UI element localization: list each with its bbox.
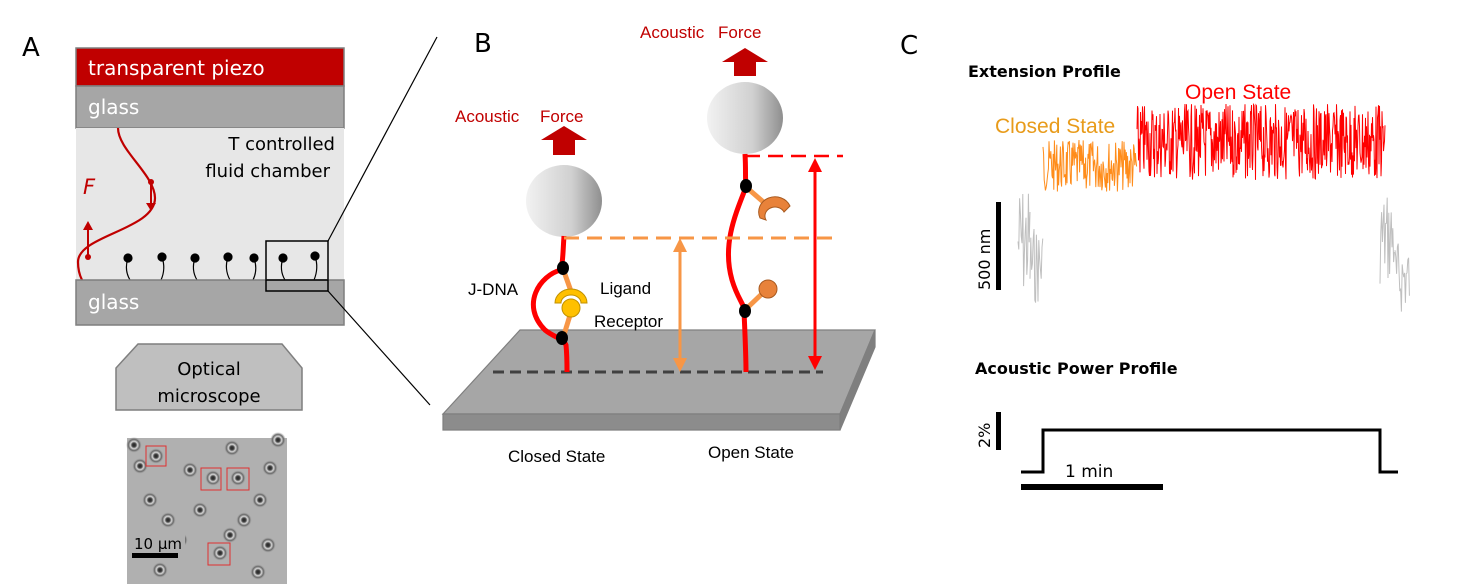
ligand-ball-closed bbox=[561, 298, 581, 318]
glass-top-layer bbox=[75, 85, 345, 129]
power-profile-title: Acoustic Power Profile bbox=[975, 359, 1178, 378]
junction-dot-closed-top bbox=[557, 261, 569, 275]
panel-label-b: B bbox=[474, 29, 492, 59]
power-scalebar bbox=[996, 412, 1001, 450]
surface-platform bbox=[441, 329, 876, 431]
closed-state-caption: Closed State bbox=[508, 447, 605, 466]
jdna-label: J-DNA bbox=[468, 280, 519, 299]
receptor-label: Receptor bbox=[594, 312, 663, 331]
receptor-cup-closed bbox=[554, 288, 588, 304]
zoom-box-lower bbox=[265, 279, 329, 292]
open-state-trace-label: Open State bbox=[1185, 81, 1291, 104]
open-state-caption: Open State bbox=[708, 443, 794, 462]
panel-label-a: A bbox=[22, 33, 40, 63]
piezo-label: transparent piezo bbox=[88, 56, 265, 80]
tethered-beads bbox=[123, 251, 320, 281]
receptor-cup-open bbox=[758, 196, 791, 221]
scalebar-bar bbox=[132, 553, 178, 558]
chamber-label-line2: fluid chamber bbox=[205, 161, 330, 182]
glass-top-label: glass bbox=[88, 95, 139, 119]
power-profile-line bbox=[1021, 428, 1398, 474]
force-arrow-up bbox=[83, 221, 93, 260]
open-extension-arrow bbox=[808, 158, 822, 370]
extension-profile-title: Extension Profile bbox=[968, 62, 1121, 81]
time-scalebar bbox=[1021, 484, 1163, 490]
right-force-word2: Force bbox=[718, 23, 761, 42]
panel-label-c: C bbox=[900, 31, 918, 61]
extension-trace bbox=[1017, 102, 1410, 312]
ligand-label: Ligand bbox=[600, 279, 651, 298]
power-scalebar-label: 2% bbox=[975, 423, 994, 448]
trace-open-segment bbox=[1136, 102, 1386, 180]
microscope-label-line1: Optical bbox=[177, 359, 241, 380]
left-force-word2: Force bbox=[540, 107, 583, 126]
microscope-image: 10 μm bbox=[126, 432, 287, 584]
bead-closed bbox=[526, 165, 602, 237]
fluid-chamber bbox=[76, 128, 344, 280]
microscope-label-line2: microscope bbox=[157, 386, 260, 407]
ligand-ball-open bbox=[758, 279, 778, 299]
force-arrow-down bbox=[146, 179, 156, 211]
closed-extension-arrow bbox=[673, 238, 687, 372]
time-scalebar-label: 1 min bbox=[1065, 462, 1113, 482]
left-force-word1: Acoustic bbox=[455, 107, 520, 126]
closed-state-trace-label: Closed State bbox=[995, 115, 1115, 138]
zoom-line-bottom bbox=[327, 290, 431, 406]
piezo-layer bbox=[75, 47, 345, 87]
extension-scalebar bbox=[996, 202, 1001, 290]
left-force-arrow bbox=[541, 126, 587, 155]
bead-open bbox=[707, 82, 783, 154]
trace-closed-segment bbox=[1042, 139, 1138, 192]
junction-dot-open-bottom bbox=[739, 304, 751, 318]
trace-unbound-segment bbox=[1017, 193, 1410, 312]
extension-scalebar-label: 500 nm bbox=[975, 229, 994, 290]
glass-bottom-label: glass bbox=[88, 290, 139, 314]
optical-microscope bbox=[115, 343, 303, 411]
scalebar-label: 10 μm bbox=[134, 535, 182, 553]
glass-bottom-layer bbox=[75, 279, 345, 326]
chamber-label-line1: T controlled bbox=[227, 134, 335, 155]
junction-dot-closed-bottom bbox=[556, 331, 568, 345]
force-label: F bbox=[83, 175, 96, 199]
zoom-line-top bbox=[327, 36, 438, 242]
standing-wave-curve bbox=[76, 127, 157, 281]
scalebar-bg bbox=[131, 531, 185, 555]
junction-dot-open-top bbox=[740, 179, 752, 193]
right-force-arrow bbox=[722, 48, 768, 76]
right-force-word1: Acoustic bbox=[640, 23, 705, 42]
